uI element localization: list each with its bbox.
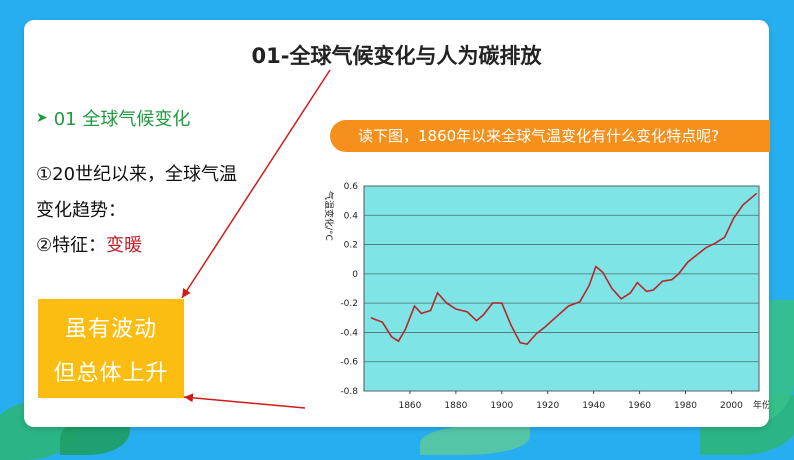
question-line-3: ②特征：变暖 [36,231,142,257]
x-axis-label: 年份 [753,399,769,411]
question-banner: 读下图，1860年以来全球气温变化有什么变化特点呢? [330,120,770,152]
y-axis-label: 气温变化/°C [323,191,335,241]
temperature-series-line [370,192,758,345]
feature-label: ②特征： [36,235,107,256]
plot-area [363,185,760,392]
x-tick-label: 1860 [398,401,421,411]
answer-line-1: 虽有波动 [64,316,157,342]
x-tick-label: 1920 [536,401,559,411]
slide-title: 01-全球气候变化与人为碳排放 [251,44,542,68]
y-tick-label: -0.2 [340,299,358,309]
section-heading: ➤ 01 全球气候变化 [36,105,190,131]
y-tick-label: 0.6 [344,182,359,192]
question-line-2: 变化趋势： [36,200,126,221]
chevron-right-icon: ➤ [36,110,48,126]
x-tick-label: 1880 [444,401,467,411]
answer-box: 虽有波动 但总体上升 [38,299,184,398]
answer-line-2: 但总体上升 [53,360,169,386]
y-tick-label: -0.4 [340,328,358,338]
x-tick-label: 2000 [720,401,743,411]
x-tick-label: 1900 [490,401,513,411]
y-tick-label: 0.2 [344,241,358,251]
slide-card: 01-全球气候变化与人为碳排放 ➤ 01 全球气候变化 读下图，1860年以来全… [24,20,770,427]
x-tick-label: 1960 [628,401,651,411]
y-tick-label: 0.4 [344,211,359,221]
feature-answer: 变暖 [106,235,143,256]
y-tick-label: -0.6 [340,358,358,368]
x-tick-label: 1980 [674,401,697,411]
section-label: 01 全球气候变化 [53,109,191,130]
temperature-line-chart: 0.6 0.4 0.2 0 -0.2 -0.4 -0.6 -0.8 1860 1880 1900 19… [323,182,769,411]
y-tick-label: -0.8 [340,387,358,397]
x-tick-label: 1940 [582,401,605,411]
question-line-1: ①20世纪以来，全球气温 [36,164,238,185]
y-tick-label: 0 [352,270,358,280]
